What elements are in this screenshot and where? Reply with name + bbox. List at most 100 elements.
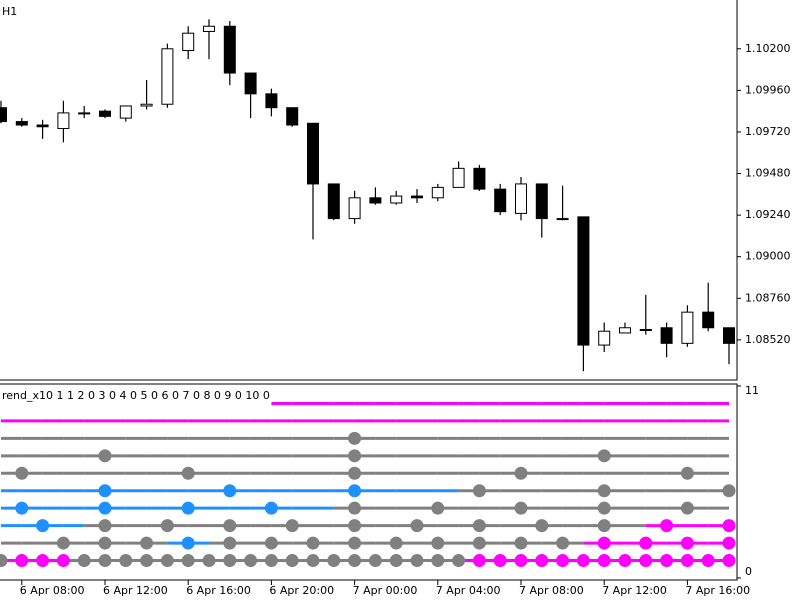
- y-tick-label: 1.09480: [745, 167, 791, 180]
- trend-dot: [368, 554, 382, 568]
- y-tick-label: 1.09960: [745, 83, 791, 96]
- trend-dot: [348, 484, 362, 498]
- trend-dot: [15, 466, 29, 480]
- trend-dot: [244, 554, 258, 568]
- candle-body: [265, 93, 278, 109]
- trend-dot: [98, 519, 112, 533]
- candle-body: [78, 112, 91, 115]
- trend-dot: [202, 554, 216, 568]
- candle-body: [494, 188, 507, 213]
- trend-dot: [722, 554, 736, 568]
- candle-body: [223, 25, 236, 74]
- candle-body: [723, 327, 735, 344]
- y-tick-label: 1.09240: [745, 208, 791, 221]
- chart-title: H1: [2, 5, 17, 18]
- trend-dot: [410, 554, 424, 568]
- trend-dot: [77, 554, 91, 568]
- trend-dot: [660, 554, 674, 568]
- indicator-label: rend_x10 1 1 2 0 3 0 4 0 5 0 6 0 7 0 8 0…: [2, 389, 270, 402]
- trend-dot: [389, 536, 403, 550]
- y-tick-label: 1.08520: [745, 333, 791, 346]
- trend-dot: [514, 536, 528, 550]
- candle-body: [99, 110, 111, 117]
- main-pane-frame: [0, 0, 738, 381]
- trend-dot: [223, 484, 237, 498]
- trend-dot: [181, 536, 195, 550]
- trend-dot: [15, 501, 29, 515]
- trend-dot: [348, 536, 362, 550]
- trend-dot: [514, 501, 528, 515]
- trend-dot: [36, 519, 50, 533]
- trend-dot: [181, 554, 195, 568]
- candle-body: [0, 107, 7, 123]
- trend-dot: [285, 554, 299, 568]
- y-tick-label: 1.09720: [745, 125, 791, 138]
- candle-body: [327, 183, 340, 220]
- candle-body: [473, 167, 486, 190]
- trend-dot: [597, 484, 611, 498]
- trend-dot: [597, 449, 611, 463]
- trend-dot: [514, 466, 528, 480]
- candle-body: [639, 328, 652, 331]
- candle-body: [348, 197, 361, 220]
- candle-body: [411, 195, 423, 199]
- trend-dot: [348, 466, 362, 480]
- trend-dot: [223, 519, 237, 533]
- trend-dot: [597, 501, 611, 515]
- candle-body: [182, 32, 195, 52]
- trend-dot: [36, 554, 50, 568]
- trend-dot: [431, 536, 445, 550]
- trend-dot: [181, 501, 195, 515]
- trend-dot: [98, 449, 112, 463]
- trend-dot: [535, 554, 549, 568]
- trend-dot: [119, 554, 133, 568]
- trend-dot: [680, 536, 694, 550]
- trend-dot: [223, 554, 237, 568]
- trend-dot: [472, 519, 486, 533]
- trend-dot: [472, 484, 486, 498]
- trend-dot: [348, 501, 362, 515]
- trend-dot: [660, 519, 674, 533]
- trend-dot: [181, 466, 195, 480]
- y-tick-label: 1.09000: [745, 250, 791, 263]
- trend-dot: [472, 536, 486, 550]
- trend-dot: [680, 501, 694, 515]
- trend-dot: [56, 554, 70, 568]
- candle-body: [15, 121, 28, 126]
- candle-body: [660, 327, 673, 344]
- trend-dot: [472, 554, 486, 568]
- trend-dot: [98, 484, 112, 498]
- trend-dot: [722, 536, 736, 550]
- trend-dot: [597, 519, 611, 533]
- candle-body: [556, 218, 569, 221]
- candle-body: [307, 122, 319, 185]
- trend-dot: [535, 519, 549, 533]
- candle-body: [140, 103, 153, 107]
- trend-dot: [680, 466, 694, 480]
- trend-dot: [389, 554, 403, 568]
- x-tick-label: 7 Apr 08:00: [519, 584, 584, 597]
- x-tick-label: 7 Apr 04:00: [436, 584, 501, 597]
- x-tick-label: 6 Apr 08:00: [20, 584, 85, 597]
- trend-dot: [618, 554, 632, 568]
- candle-body: [390, 195, 403, 204]
- candle-body: [598, 330, 611, 346]
- x-tick-label: 7 Apr 12:00: [602, 584, 667, 597]
- trend-dot: [639, 536, 653, 550]
- candle-body: [244, 72, 257, 95]
- candle-body: [577, 216, 590, 346]
- trend-dot: [639, 554, 653, 568]
- y-tick-label: 0: [745, 565, 752, 578]
- y-tick-label: 1.10200: [745, 42, 791, 55]
- trend-dot: [98, 554, 112, 568]
- trend-dot: [348, 554, 362, 568]
- candle-body: [515, 183, 527, 214]
- trend-dot: [597, 536, 611, 550]
- trend-dot: [264, 536, 278, 550]
- trend-dot: [160, 554, 174, 568]
- trend-dot: [348, 449, 362, 463]
- candle-body: [431, 186, 444, 199]
- y-tick-label: 1.08760: [745, 291, 791, 304]
- plots: 1.08520 1.08760 1.09000 1.09240 1.09480 1.097…: [0, 19, 791, 597]
